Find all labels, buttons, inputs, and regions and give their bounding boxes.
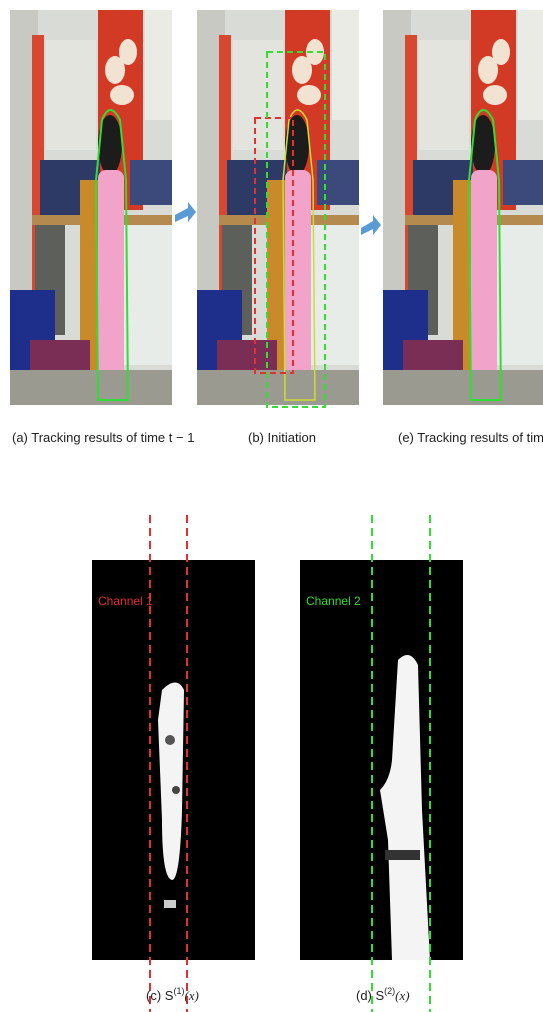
caption: (c) S(1)(x) [146, 986, 199, 1003]
caption: (e) Tracking results of time t [398, 430, 543, 445]
argument: (x) [395, 988, 409, 1003]
channel-label: Channel 1 [98, 594, 153, 608]
photo-e [383, 10, 543, 405]
argument: (x) [184, 988, 198, 1003]
channel-label: Channel 2 [306, 594, 361, 608]
saliency-map-c: Channel 1 [92, 560, 255, 960]
caption: (d) S(2)(x) [356, 986, 410, 1003]
figure: (a) Tracking results of time t − 1 (b) I… [0, 0, 543, 1012]
photo-b [197, 10, 359, 407]
superscript: (2) [384, 986, 395, 996]
superscript: (1) [173, 986, 184, 996]
arrow [361, 215, 381, 235]
caption-text: (c) S [146, 988, 174, 1003]
caption-text: (d) S [356, 988, 385, 1003]
photo-a [10, 10, 172, 405]
arrow [175, 202, 196, 222]
saliency-map-d: Channel 2 [300, 560, 463, 960]
caption: (b) Initiation [248, 430, 316, 445]
caption: (a) Tracking results of time t − 1 [12, 430, 194, 445]
